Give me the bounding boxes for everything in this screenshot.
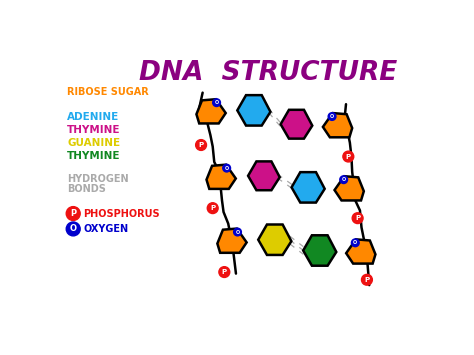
Polygon shape bbox=[281, 110, 312, 139]
Text: P: P bbox=[346, 154, 351, 159]
Text: O: O bbox=[70, 224, 77, 234]
Text: O: O bbox=[353, 240, 357, 245]
Circle shape bbox=[328, 113, 336, 120]
Text: P: P bbox=[70, 209, 76, 218]
Circle shape bbox=[207, 203, 218, 214]
Polygon shape bbox=[248, 162, 280, 190]
Text: P: P bbox=[365, 277, 370, 283]
Polygon shape bbox=[303, 235, 337, 266]
Circle shape bbox=[234, 228, 241, 236]
Polygon shape bbox=[218, 229, 246, 253]
Text: O: O bbox=[225, 166, 229, 171]
Circle shape bbox=[351, 239, 359, 247]
Text: GUANINE: GUANINE bbox=[67, 138, 120, 148]
Circle shape bbox=[340, 176, 347, 184]
Text: P: P bbox=[199, 142, 204, 148]
Text: O: O bbox=[330, 114, 334, 119]
Text: DNA  STRUCTURE: DNA STRUCTURE bbox=[139, 60, 398, 86]
Polygon shape bbox=[346, 239, 375, 264]
Text: THYMINE: THYMINE bbox=[67, 125, 120, 135]
Polygon shape bbox=[335, 176, 364, 201]
Polygon shape bbox=[292, 172, 325, 203]
Polygon shape bbox=[258, 224, 292, 255]
Text: P: P bbox=[355, 215, 360, 221]
Circle shape bbox=[362, 274, 373, 285]
Polygon shape bbox=[237, 95, 271, 126]
Text: P: P bbox=[222, 269, 227, 275]
Circle shape bbox=[352, 213, 363, 224]
Circle shape bbox=[343, 151, 354, 162]
Text: O: O bbox=[342, 177, 346, 182]
Polygon shape bbox=[196, 99, 226, 124]
Polygon shape bbox=[323, 113, 352, 137]
Circle shape bbox=[223, 164, 230, 172]
Circle shape bbox=[213, 99, 220, 106]
Text: O: O bbox=[215, 100, 219, 105]
Polygon shape bbox=[207, 165, 236, 189]
Circle shape bbox=[66, 207, 80, 220]
Text: O: O bbox=[236, 230, 239, 235]
Text: BONDS: BONDS bbox=[67, 184, 106, 193]
Text: P: P bbox=[210, 205, 215, 211]
Text: ADENINE: ADENINE bbox=[67, 112, 119, 122]
Text: PHOSPHORUS: PHOSPHORUS bbox=[83, 208, 160, 219]
Text: HYDROGEN: HYDROGEN bbox=[67, 174, 128, 184]
Text: RIBOSE SUGAR: RIBOSE SUGAR bbox=[67, 87, 149, 97]
Text: THYMINE: THYMINE bbox=[67, 151, 120, 161]
Text: OXYGEN: OXYGEN bbox=[83, 224, 128, 234]
Circle shape bbox=[219, 267, 230, 278]
Circle shape bbox=[196, 140, 207, 151]
Circle shape bbox=[66, 222, 80, 236]
